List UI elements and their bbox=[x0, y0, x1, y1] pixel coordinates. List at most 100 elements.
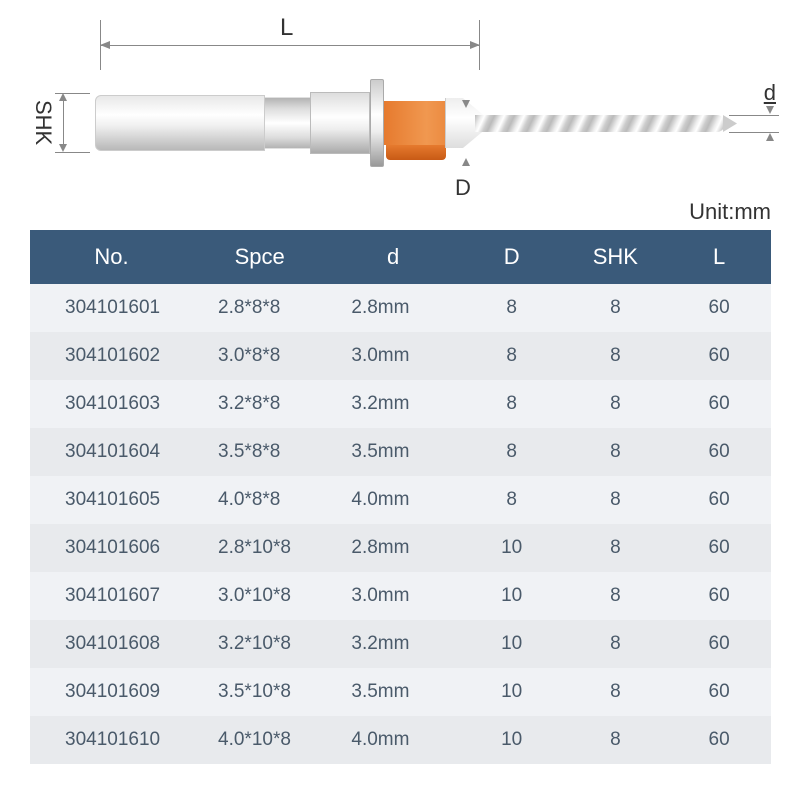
table-cell: 304101609 bbox=[30, 668, 193, 716]
table-cell: 60 bbox=[667, 716, 771, 764]
table-cell: 304101610 bbox=[30, 716, 193, 764]
col-header-no: No. bbox=[30, 230, 193, 284]
table-cell: 10 bbox=[460, 620, 564, 668]
table-row: 3041016093.5*10*83.5mm10860 bbox=[30, 668, 771, 716]
table-row: 3041016023.0*8*83.0mm8860 bbox=[30, 332, 771, 380]
table-row: 3041016033.2*8*83.2mm8860 bbox=[30, 380, 771, 428]
table-row: 3041016043.5*8*83.5mm8860 bbox=[30, 428, 771, 476]
table-row: 3041016054.0*8*84.0mm8860 bbox=[30, 476, 771, 524]
drill-countersink-base bbox=[386, 145, 446, 160]
col-header-d: d bbox=[326, 230, 459, 284]
table-cell: 3.5mm bbox=[326, 428, 459, 476]
table-cell: 10 bbox=[460, 716, 564, 764]
table-cell: 2.8mm bbox=[326, 524, 459, 572]
table-body: 3041016012.8*8*82.8mm88603041016023.0*8*… bbox=[30, 284, 771, 764]
table-cell: 304101606 bbox=[30, 524, 193, 572]
table-cell: 60 bbox=[667, 428, 771, 476]
drill-hex-nut bbox=[265, 87, 310, 159]
arrow-icon bbox=[766, 133, 774, 141]
table-cell: 304101602 bbox=[30, 332, 193, 380]
table-cell: 8 bbox=[564, 332, 668, 380]
table-row: 3041016073.0*10*83.0mm10860 bbox=[30, 572, 771, 620]
arrow-icon bbox=[462, 158, 470, 166]
arrow-icon bbox=[100, 41, 110, 49]
table-cell: 8 bbox=[564, 620, 668, 668]
table-row: 3041016104.0*10*84.0mm10860 bbox=[30, 716, 771, 764]
table-cell: 8 bbox=[564, 428, 668, 476]
col-header-L: L bbox=[667, 230, 771, 284]
table-cell: 8 bbox=[460, 476, 564, 524]
table-cell: 60 bbox=[667, 380, 771, 428]
spec-table-container: No. Spce d D SHK L 3041016012.8*8*82.8mm… bbox=[0, 230, 801, 764]
table-cell: 8 bbox=[564, 524, 668, 572]
drill-bit-flute bbox=[475, 115, 725, 132]
table-cell: 304101607 bbox=[30, 572, 193, 620]
table-cell: 8 bbox=[564, 716, 668, 764]
table-cell: 3.0mm bbox=[326, 572, 459, 620]
table-cell: 10 bbox=[460, 524, 564, 572]
table-cell: 3.5*8*8 bbox=[193, 428, 326, 476]
table-cell: 3.5*10*8 bbox=[193, 668, 326, 716]
table-cell: 4.0mm bbox=[326, 716, 459, 764]
arrow-icon bbox=[59, 144, 67, 152]
table-cell: 60 bbox=[667, 524, 771, 572]
table-cell: 304101601 bbox=[30, 284, 193, 332]
table-cell: 3.0mm bbox=[326, 332, 459, 380]
table-cell: 8 bbox=[460, 428, 564, 476]
table-cell: 2.8*8*8 bbox=[193, 284, 326, 332]
table-cell: 4.0*10*8 bbox=[193, 716, 326, 764]
table-cell: 10 bbox=[460, 572, 564, 620]
table-cell: 60 bbox=[667, 284, 771, 332]
table-cell: 3.0*8*8 bbox=[193, 332, 326, 380]
col-header-spce: Spce bbox=[193, 230, 326, 284]
table-cell: 2.8mm bbox=[326, 284, 459, 332]
product-diagram: L SHK D d Unit:mm bbox=[0, 0, 801, 230]
table-row: 3041016062.8*10*82.8mm10860 bbox=[30, 524, 771, 572]
dim-SHK-label: SHK bbox=[30, 100, 56, 145]
table-cell: 10 bbox=[460, 668, 564, 716]
table-cell: 8 bbox=[564, 284, 668, 332]
col-header-SHK: SHK bbox=[564, 230, 668, 284]
table-row: 3041016083.2*10*83.2mm10860 bbox=[30, 620, 771, 668]
table-cell: 2.8*10*8 bbox=[193, 524, 326, 572]
unit-label: Unit:mm bbox=[689, 199, 771, 225]
table-cell: 60 bbox=[667, 620, 771, 668]
table-cell: 3.5mm bbox=[326, 668, 459, 716]
table-cell: 4.0*8*8 bbox=[193, 476, 326, 524]
table-cell: 3.2mm bbox=[326, 620, 459, 668]
dim-line bbox=[55, 152, 90, 153]
table-cell: 304101608 bbox=[30, 620, 193, 668]
table-cell: 4.0mm bbox=[326, 476, 459, 524]
table-cell: 8 bbox=[564, 572, 668, 620]
drill-collar bbox=[310, 92, 370, 154]
dim-L-label: L bbox=[280, 14, 293, 42]
dim-d-label: d bbox=[764, 80, 776, 106]
drill-shank bbox=[95, 95, 265, 151]
spec-table: No. Spce d D SHK L 3041016012.8*8*82.8mm… bbox=[30, 230, 771, 764]
table-cell: 3.0*10*8 bbox=[193, 572, 326, 620]
table-cell: 304101603 bbox=[30, 380, 193, 428]
table-cell: 60 bbox=[667, 476, 771, 524]
table-cell: 8 bbox=[460, 332, 564, 380]
table-cell: 8 bbox=[564, 476, 668, 524]
drill-tip bbox=[723, 115, 737, 132]
table-cell: 304101604 bbox=[30, 428, 193, 476]
table-row: 3041016012.8*8*82.8mm8860 bbox=[30, 284, 771, 332]
arrow-icon bbox=[766, 106, 774, 114]
table-cell: 8 bbox=[564, 668, 668, 716]
dim-line bbox=[63, 95, 64, 150]
arrow-icon bbox=[462, 100, 470, 108]
table-cell: 60 bbox=[667, 572, 771, 620]
arrow-icon bbox=[470, 41, 480, 49]
table-cell: 8 bbox=[564, 380, 668, 428]
table-cell: 60 bbox=[667, 332, 771, 380]
table-cell: 3.2mm bbox=[326, 380, 459, 428]
table-cell: 60 bbox=[667, 668, 771, 716]
table-cell: 3.2*8*8 bbox=[193, 380, 326, 428]
table-header-row: No. Spce d D SHK L bbox=[30, 230, 771, 284]
arrow-icon bbox=[59, 93, 67, 101]
dim-L-line bbox=[100, 45, 480, 46]
table-cell: 8 bbox=[460, 284, 564, 332]
col-header-D: D bbox=[460, 230, 564, 284]
table-cell: 3.2*10*8 bbox=[193, 620, 326, 668]
